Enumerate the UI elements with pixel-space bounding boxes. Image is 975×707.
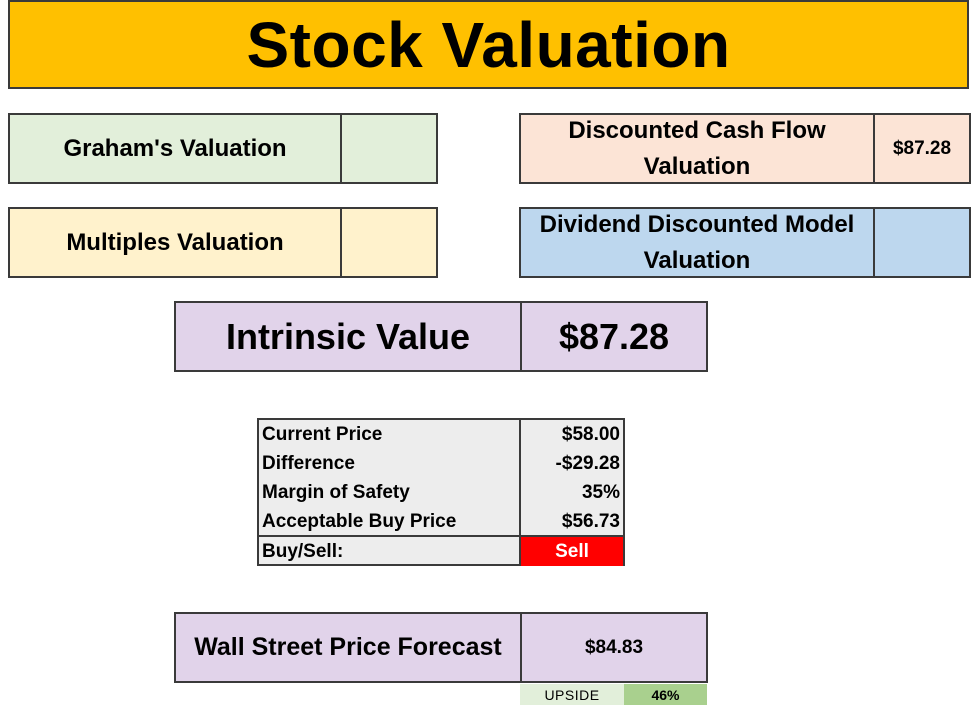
upside-label: UPSIDE (544, 686, 600, 703)
dcf-valuation-label-cell[interactable]: Discounted Cash Flow Valuation (519, 113, 875, 184)
forecast-label: Wall Street Price Forecast (194, 633, 502, 661)
difference-label: Difference (259, 449, 521, 478)
graham-valuation-label: Graham's Valuation (63, 134, 287, 162)
metric-row-difference[interactable]: Difference -$29.28 (259, 449, 623, 478)
intrinsic-value-label-cell[interactable]: Intrinsic Value (174, 301, 522, 372)
upside-label-cell[interactable]: UPSIDE (520, 684, 624, 705)
ddm-valuation-label-line1: Dividend Discounted Model (539, 210, 855, 238)
forecast-value-cell[interactable]: $84.83 (520, 612, 708, 683)
graham-valuation-value-cell[interactable] (340, 113, 438, 184)
ddm-valuation-label-line2: Valuation (643, 246, 751, 274)
forecast-label-cell[interactable]: Wall Street Price Forecast (174, 612, 522, 683)
forecast-value: $84.83 (584, 636, 644, 658)
intrinsic-value-value: $87.28 (558, 315, 670, 357)
buy-sell-value: Sell (521, 537, 623, 566)
metric-row-current-price[interactable]: Current Price $58.00 (259, 420, 623, 449)
margin-of-safety-value: 35% (581, 482, 620, 503)
intrinsic-value-label: Intrinsic Value (225, 315, 471, 357)
metrics-table: Current Price $58.00 Difference -$29.28 … (257, 418, 625, 566)
margin-of-safety-label: Margin of Safety (259, 478, 521, 507)
ddm-valuation-label-cell[interactable]: Dividend Discounted Model Valuation (519, 207, 875, 278)
ddm-valuation-value-cell[interactable] (873, 207, 971, 278)
multiples-valuation-label: Multiples Valuation (66, 228, 284, 256)
current-price-value: $58.00 (561, 424, 620, 445)
difference-value: -$29.28 (555, 453, 620, 474)
page-title: Stock Valuation (246, 8, 731, 81)
upside-value: 46% (651, 686, 680, 703)
current-price-label: Current Price (259, 420, 521, 449)
multiples-valuation-value-cell[interactable] (340, 207, 438, 278)
dcf-valuation-value: $87.28 (892, 137, 952, 159)
metric-row-buy-sell[interactable]: Buy/Sell: Sell (259, 535, 623, 566)
acceptable-buy-price-label: Acceptable Buy Price (259, 507, 521, 536)
intrinsic-value-value-cell[interactable]: $87.28 (520, 301, 708, 372)
dcf-valuation-label-line1: Discounted Cash Flow (568, 116, 826, 144)
dcf-valuation-label-line2: Valuation (643, 152, 751, 180)
multiples-valuation-label-cell[interactable]: Multiples Valuation (8, 207, 342, 278)
acceptable-buy-price-value: $56.73 (561, 511, 620, 532)
graham-valuation-label-cell[interactable]: Graham's Valuation (8, 113, 342, 184)
title-bar: Stock Valuation (8, 0, 969, 89)
metric-row-acceptable-buy-price[interactable]: Acceptable Buy Price $56.73 (259, 507, 623, 536)
dcf-valuation-value-cell[interactable]: $87.28 (873, 113, 971, 184)
buy-sell-label: Buy/Sell: (259, 537, 521, 566)
upside-value-cell[interactable]: 46% (624, 684, 707, 705)
metric-row-margin-of-safety[interactable]: Margin of Safety 35% (259, 478, 623, 507)
